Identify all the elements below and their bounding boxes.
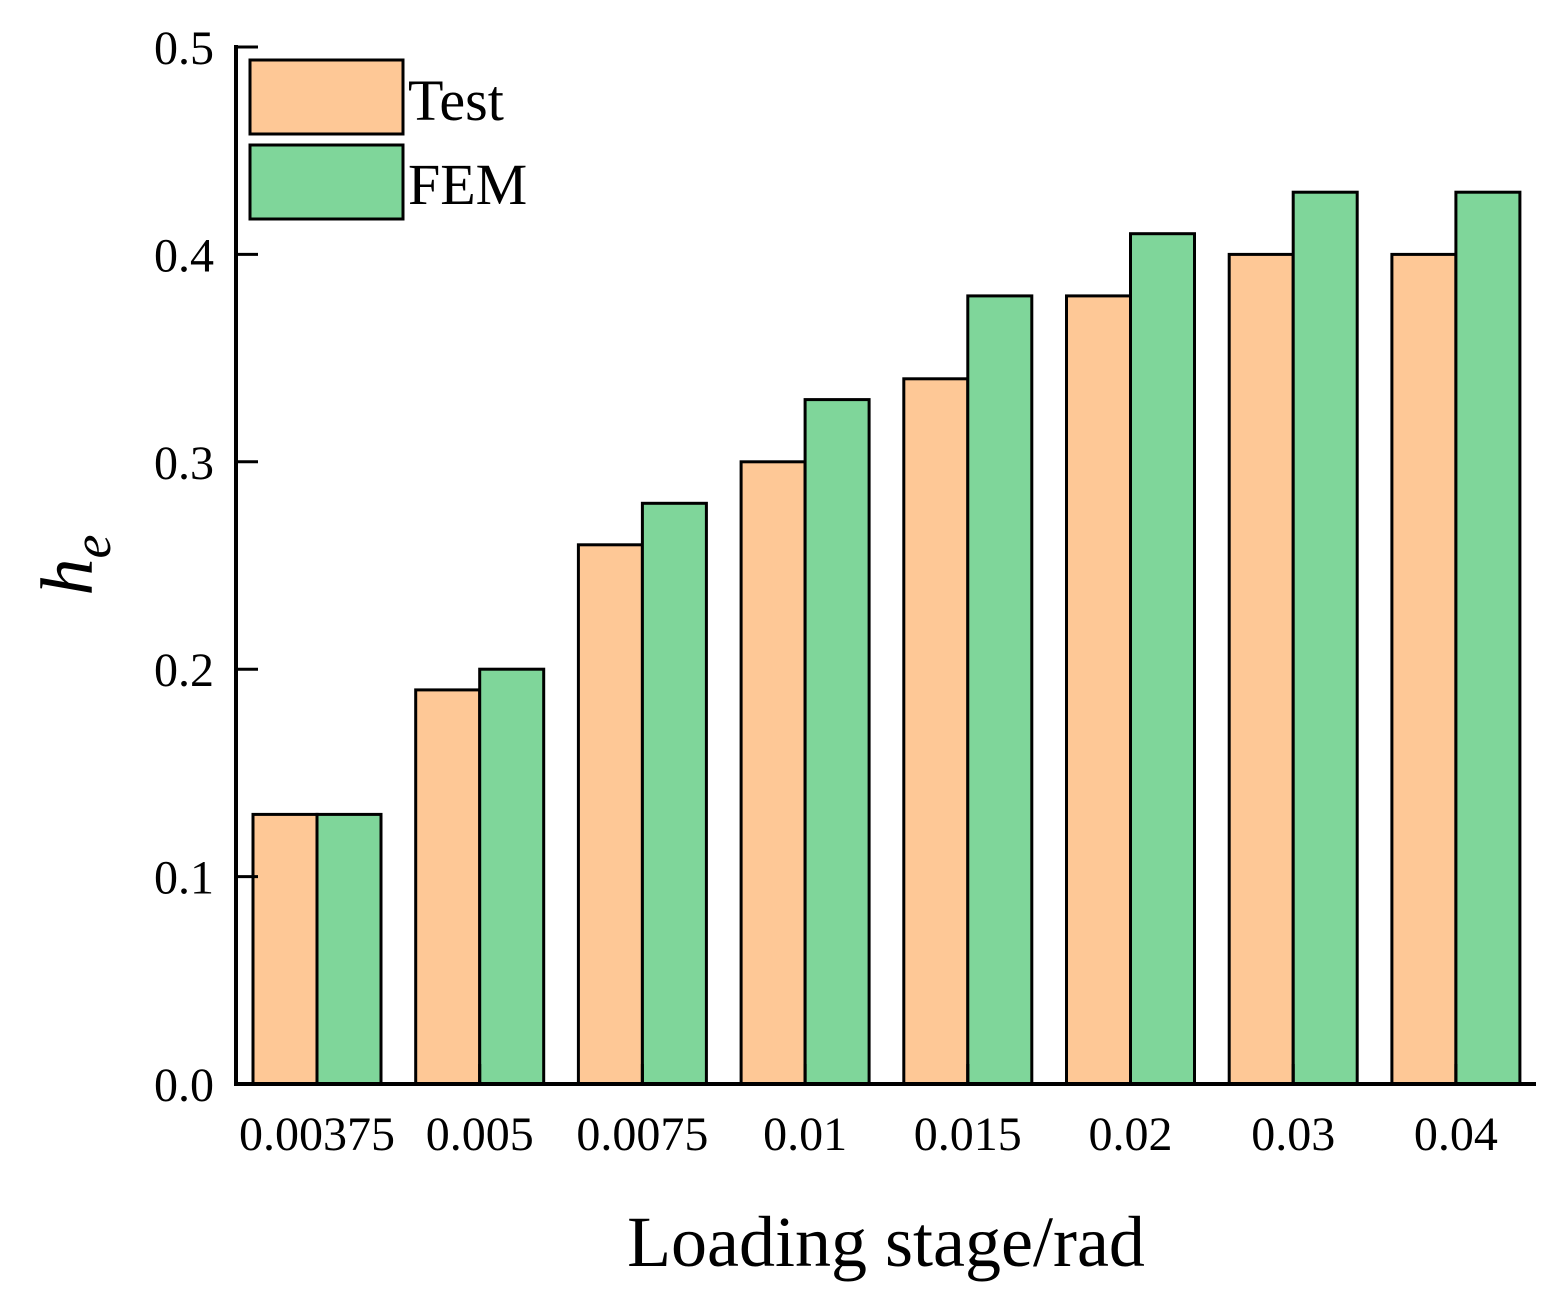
legend: Test FEM: [248, 58, 527, 221]
x-tick-label: 0.04: [1414, 1108, 1498, 1161]
bar-test-8: [1390, 252, 1458, 1086]
legend-label-fem: FEM: [408, 152, 527, 217]
y-tick-label: 0.4: [154, 229, 214, 282]
y-tick-label: 0.1: [154, 852, 214, 905]
legend-swatch-test: [248, 58, 405, 136]
bars-layer: [251, 190, 1522, 1086]
bar-test-4: [739, 460, 807, 1086]
bar-test-3: [576, 543, 644, 1086]
bar-test-5: [902, 377, 970, 1086]
y-axis-title: he: [27, 535, 122, 596]
legend-swatch-fem: [248, 143, 405, 221]
bar-fem-1: [315, 812, 383, 1086]
x-tick-label: 0.015: [914, 1108, 1022, 1161]
bar-fem-2: [478, 667, 546, 1086]
bar-test-6: [1065, 294, 1132, 1086]
y-axis-title-subscript: e: [62, 535, 122, 559]
svg-text:he: he: [27, 535, 122, 596]
bar-test-1: [251, 812, 319, 1086]
axes-layer: [234, 45, 1536, 1086]
x-tick-label: 0.03: [1251, 1108, 1335, 1161]
y-tick-label: 0.0: [154, 1059, 214, 1112]
bar-test-7: [1227, 252, 1295, 1086]
x-tick-label: 0.00375: [239, 1108, 395, 1161]
x-tick-label: 0.01: [763, 1108, 847, 1161]
x-tick-label: 0.0075: [576, 1108, 708, 1161]
bar-fem-6: [1129, 232, 1196, 1086]
y-tick-label: 0.5: [154, 22, 214, 75]
legend-label-test: Test: [408, 68, 504, 133]
bar-test-2: [414, 688, 482, 1086]
y-tick-label: 0.2: [154, 644, 214, 697]
bar-fem-7: [1291, 190, 1359, 1086]
bar-fem-3: [640, 501, 708, 1086]
bar-fem-5: [966, 294, 1034, 1086]
y-ticks: 0.0 0.1 0.2 0.3 0.4 0.5: [154, 22, 258, 1112]
x-tick-label: 0.02: [1089, 1108, 1173, 1161]
x-tick-label: 0.005: [426, 1108, 534, 1161]
y-axis-title-main: h: [27, 558, 109, 595]
bar-fem-8: [1454, 190, 1522, 1086]
x-ticks: 0.00375 0.005 0.0075 0.01 0.015 0.02 0.03 0.04: [239, 1064, 1498, 1161]
x-axis-title: Loading stage/rad: [627, 1202, 1145, 1282]
y-tick-label: 0.3: [154, 437, 214, 490]
bar-fem-4: [803, 398, 871, 1086]
